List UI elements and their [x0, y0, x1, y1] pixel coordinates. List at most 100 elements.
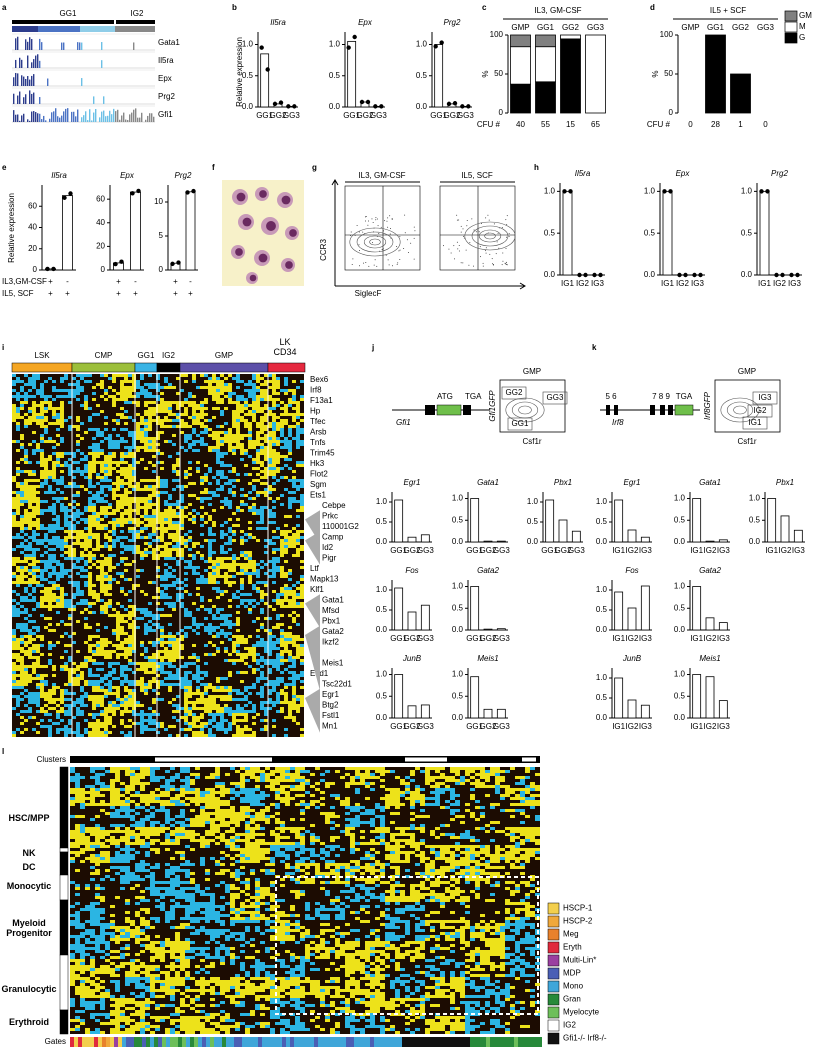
heatmap-cell — [188, 494, 196, 497]
heatmap-cell — [184, 704, 188, 707]
heatmap-cell — [315, 950, 320, 953]
heatmap-cell — [70, 851, 85, 854]
heatmap-cell — [120, 947, 125, 950]
heatmap-cell — [80, 671, 84, 674]
heatmap-cell — [184, 608, 188, 611]
heatmap-cell — [175, 833, 185, 836]
heatmap-cell — [335, 905, 340, 908]
heatmap-cell — [100, 887, 105, 890]
heatmap-cell — [475, 881, 480, 884]
heatmap-cell — [184, 674, 188, 677]
heatmap-cell — [192, 407, 208, 410]
heatmap-cell — [505, 920, 510, 923]
heatmap-cell — [230, 827, 235, 830]
heatmap-cell — [296, 386, 300, 389]
panel-label: a — [2, 3, 7, 12]
heatmap-cell — [212, 566, 216, 569]
heatmap-cell — [96, 434, 104, 437]
heatmap-cell — [415, 827, 425, 830]
heatmap-cell — [164, 557, 176, 560]
heatmap-cell — [270, 857, 275, 860]
heatmap-cell — [450, 809, 460, 812]
heatmap-cell — [85, 845, 90, 848]
heatmap-cell — [268, 491, 272, 494]
heatmap-cell — [465, 803, 470, 806]
facs-event — [351, 231, 352, 232]
y-tick-label: 0.5 — [741, 228, 753, 237]
heatmap-cell — [104, 422, 108, 425]
heatmap-cell — [68, 614, 72, 617]
heatmap-cell — [88, 731, 104, 734]
heatmap-cell — [232, 512, 236, 515]
heatmap-cell — [375, 836, 385, 839]
heatmap-cell — [230, 767, 235, 770]
heatmap-cell — [160, 725, 164, 728]
heatmap-cell — [260, 779, 265, 782]
heatmap-cell — [252, 485, 256, 488]
heatmap-cell — [385, 926, 400, 929]
heatmap-cell — [64, 539, 68, 542]
heatmap-cell — [180, 629, 184, 632]
heatmap-cell — [265, 776, 270, 779]
heatmap-cell — [36, 389, 44, 392]
heatmap-cell — [292, 698, 296, 701]
heatmap-cell — [32, 575, 36, 578]
heatmap-cell — [240, 581, 244, 584]
heatmap-cell — [320, 923, 330, 926]
heatmap-cell — [200, 515, 204, 518]
group-label: IG2 — [162, 351, 175, 360]
heatmap-cell — [60, 707, 64, 710]
heatmap-cell — [60, 701, 64, 704]
heatmap-cell — [272, 563, 276, 566]
heatmap-cell — [104, 389, 108, 392]
heatmap-cell — [235, 770, 240, 773]
heatmap-cell — [24, 470, 32, 473]
heatmap-cell — [320, 932, 325, 935]
heatmap-cell — [216, 650, 220, 653]
heatmap-cell — [120, 782, 125, 785]
heatmap-cell — [310, 851, 315, 854]
gene-label: Irf8 — [310, 386, 322, 395]
point — [759, 189, 763, 193]
heatmap-cell — [148, 386, 164, 389]
heatmap-cell — [168, 623, 172, 626]
heatmap-cell — [108, 539, 112, 542]
heatmap-cell — [220, 677, 228, 680]
heatmap-cell — [216, 680, 220, 683]
heatmap-cell — [12, 440, 16, 443]
heatmap-cell — [272, 422, 276, 425]
heatmap-cell — [208, 572, 212, 575]
heatmap-cell — [75, 917, 80, 920]
axis-label: Csf1r — [522, 437, 541, 446]
heatmap-cell — [148, 659, 156, 662]
heatmap-cell — [20, 596, 28, 599]
heatmap-cell — [170, 884, 180, 887]
heatmap-cell — [184, 692, 204, 695]
heatmap-cell — [184, 398, 188, 401]
track-spike — [23, 97, 24, 104]
heatmap-cell — [56, 575, 64, 578]
legend-label: GM — [799, 11, 812, 20]
heatmap-cell — [70, 797, 75, 800]
heatmap-cell — [96, 575, 104, 578]
y-tick-label: 1.0 — [741, 186, 753, 195]
heatmap-cell — [12, 668, 24, 671]
heatmap-cell — [390, 839, 415, 842]
heatmap-cell — [180, 521, 184, 524]
heatmap-cell — [295, 866, 300, 869]
heatmap-cell — [208, 578, 216, 581]
heatmap-cell — [232, 698, 248, 701]
heatmap-cell — [88, 407, 92, 410]
heatmap-cell — [275, 929, 300, 932]
heatmap-cell — [24, 719, 28, 722]
gene-label: Gata2 — [322, 627, 344, 636]
heatmap-cell — [365, 944, 385, 947]
heatmap-cell — [75, 911, 80, 914]
group-strip — [157, 363, 180, 372]
heatmap-cell — [140, 845, 150, 848]
heatmap-cell — [160, 641, 180, 644]
exon-label: 5 6 — [605, 392, 617, 401]
heatmap-cell — [475, 872, 480, 875]
heatmap-cell — [136, 626, 140, 629]
